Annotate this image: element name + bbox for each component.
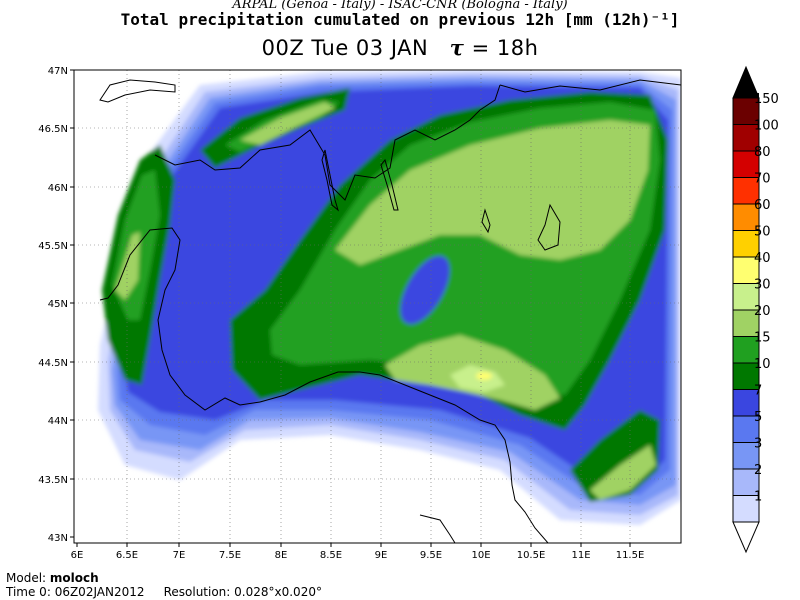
precip-band-20mm-ridge: [115, 232, 140, 300]
lat-label: 44N: [48, 416, 68, 427]
axis-ticks: [70, 69, 631, 547]
border-austria: [499, 79, 681, 93]
time-prefix: 00Z Tue 03 JAN: [261, 36, 429, 60]
colorbar-label: 1: [754, 490, 762, 505]
lon-label: 6.5E: [116, 550, 138, 561]
precipitation-field: [74, 70, 681, 543]
colorbar-label: 20: [754, 304, 771, 319]
colorbar-box: [732, 283, 760, 311]
colorbar-box: [732, 309, 760, 337]
model-value: moloch: [49, 571, 99, 585]
model-label: Model:: [6, 571, 47, 585]
coastlines-borders: [99, 79, 681, 543]
lon-label: 11.5E: [616, 550, 645, 561]
colorbar-label: 100: [754, 119, 779, 134]
time0-value: 06Z02JAN2012: [54, 585, 145, 599]
lon-label: 8E: [275, 550, 288, 561]
institutions-header: ARPAL (Genoa - Italy) - ISAC-CNR (Bologn…: [232, 0, 568, 12]
colorbar-label: 50: [754, 225, 771, 240]
tau-value: = 18h: [471, 36, 539, 60]
border-france-italy: [99, 227, 261, 411]
colorbar-box: [732, 389, 760, 417]
lat-label: 43.5N: [38, 475, 68, 486]
lat-label: 46N: [48, 183, 68, 194]
colorbar-label: 3: [754, 437, 762, 452]
colorbar-max-arrow: [732, 65, 760, 99]
map-frame: [73, 69, 682, 544]
lat-label: 43N: [48, 533, 68, 544]
lake-garda: [537, 203, 561, 251]
colorbar-box: [732, 97, 760, 125]
colorbar-box: [732, 442, 760, 470]
lat-label: 47N: [48, 66, 68, 77]
precip-band-20mm-alps: [240, 102, 335, 145]
colorbar-min-arrow: [732, 521, 760, 554]
lon-label: 7.5E: [219, 550, 241, 561]
run-info-line: Time 0: 06Z02JAN2012 Resolution: 0.028°x…: [6, 585, 322, 599]
colorbar-box: [732, 336, 760, 364]
colorbar-label: 15: [754, 331, 771, 346]
lon-label: 6E: [71, 550, 84, 561]
forecast-time: 00Z Tue 03 JAN τ = 18h: [0, 35, 800, 60]
colorbar-label: 40: [754, 251, 771, 266]
latitude-labels: 47N 46.5N 46N 45.5N 45N 44.5N 44N 43.5N …: [38, 66, 68, 544]
lon-label: 9.5E: [420, 550, 442, 561]
precip-pocket-central: [400, 255, 450, 325]
colorbar: 150 100 80 70 60 50 40 30 20 15 10 7 5 3 2 1: [732, 65, 779, 554]
lake-geneva: [99, 79, 176, 103]
lon-label: 10E: [471, 550, 490, 561]
colorbar-label: 10: [754, 357, 771, 372]
graticule: [74, 70, 681, 543]
colorbar-box: [732, 415, 760, 443]
border-switzerland: [154, 84, 501, 201]
lake-maggiore: [321, 149, 339, 212]
precip-band-20mm-north: [335, 120, 650, 265]
lat-label: 45.5N: [38, 241, 68, 252]
colorbar-label: 2: [754, 463, 762, 478]
colorbar-label: 5: [754, 410, 762, 425]
lon-label: 10.5E: [517, 550, 546, 561]
resolution-value: 0.028°x0.020°: [234, 585, 322, 599]
corsica-outline: [419, 514, 456, 543]
precip-band-40mm: [476, 372, 492, 380]
lon-label: 11E: [571, 550, 590, 561]
colorbar-box: [732, 495, 760, 523]
colorbar-label: 60: [754, 198, 771, 213]
coastline-ligurian: [259, 371, 549, 543]
precip-band-30mm: [450, 365, 505, 392]
longitude-labels: 6E 6.5E 7E 7.5E 8E 8.5E 9E 9.5E 10E 10.5…: [71, 550, 645, 561]
lon-label: 8.5E: [320, 550, 342, 561]
colorbar-box: [732, 256, 760, 284]
resolution-label: Resolution:: [163, 585, 231, 599]
product-title: Total precipitation cumulated on previou…: [120, 10, 680, 29]
colorbar-box: [732, 468, 760, 496]
precip-band-20mm-southeast: [590, 445, 656, 500]
colorbar-label: 70: [754, 172, 771, 187]
lat-label: 44.5N: [38, 358, 68, 369]
lon-label: 9E: [375, 550, 388, 561]
lat-label: 46.5N: [38, 124, 68, 135]
colorbar-label: 7: [754, 384, 762, 399]
colorbar-label: 150: [754, 92, 779, 107]
colorbar-box: [732, 362, 760, 390]
lake-iseo: [481, 208, 491, 234]
time0-label: Time 0:: [6, 585, 51, 599]
lake-como: [380, 158, 399, 211]
model-line: Model: moloch: [6, 571, 99, 585]
lon-label: 7E: [173, 550, 186, 561]
colorbar-label: 30: [754, 278, 771, 293]
colorbar-label: 80: [754, 145, 771, 160]
lat-label: 45N: [48, 299, 68, 310]
tau-symbol: τ: [449, 35, 465, 60]
